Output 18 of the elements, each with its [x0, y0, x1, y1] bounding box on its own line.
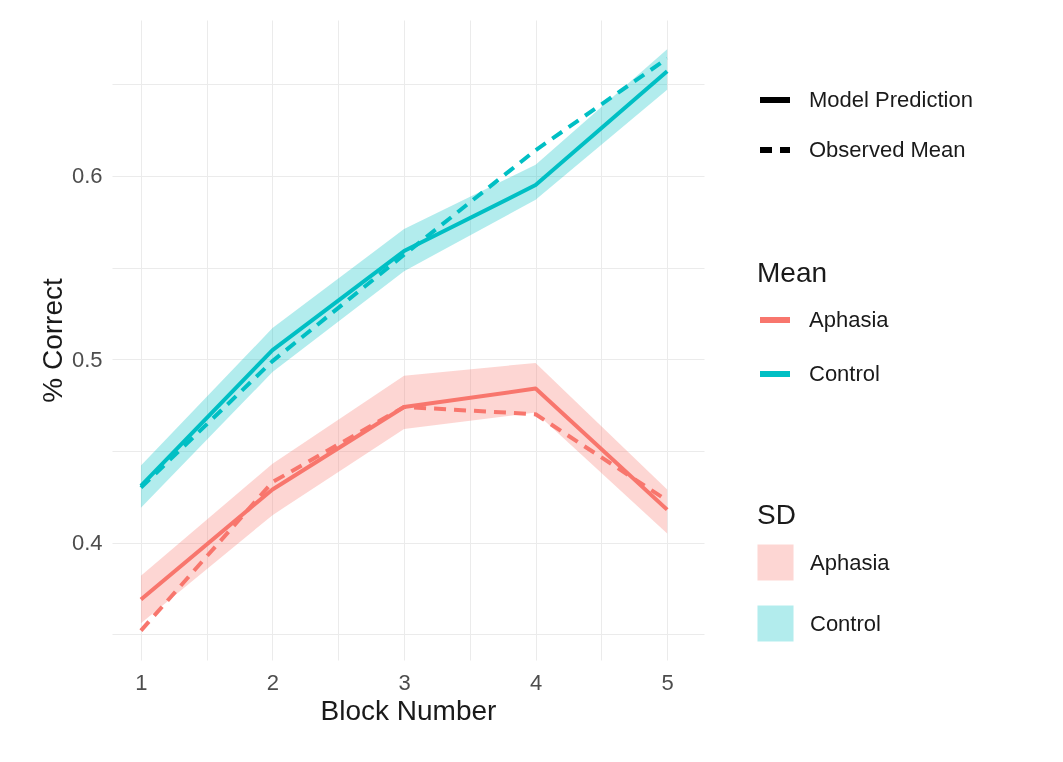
- x-tick-label: 4: [529, 669, 543, 695]
- y-tick-label: 0.5: [71, 346, 103, 372]
- x-axis-title: Block Number: [320, 694, 497, 726]
- y-tick-label: 0.4: [71, 530, 103, 556]
- legend-label: Aphasia: [810, 549, 891, 575]
- text: Control: [810, 610, 881, 636]
- y-tick-label: 0.6: [71, 163, 103, 189]
- text: Observed Mean: [809, 137, 966, 162]
- x-tick-label: 2: [266, 669, 280, 695]
- text: Model Prediction: [809, 87, 973, 112]
- x-tick-label: 1: [135, 669, 148, 695]
- y-axis-title: % Correct: [36, 278, 68, 403]
- x-tick-label: 5: [661, 669, 674, 695]
- legend-label: Control: [809, 361, 880, 386]
- legend-title: Mean: [757, 257, 828, 288]
- text: SD: [757, 499, 796, 530]
- text: Aphasia: [809, 307, 889, 332]
- x-tick-label: 3: [398, 669, 411, 695]
